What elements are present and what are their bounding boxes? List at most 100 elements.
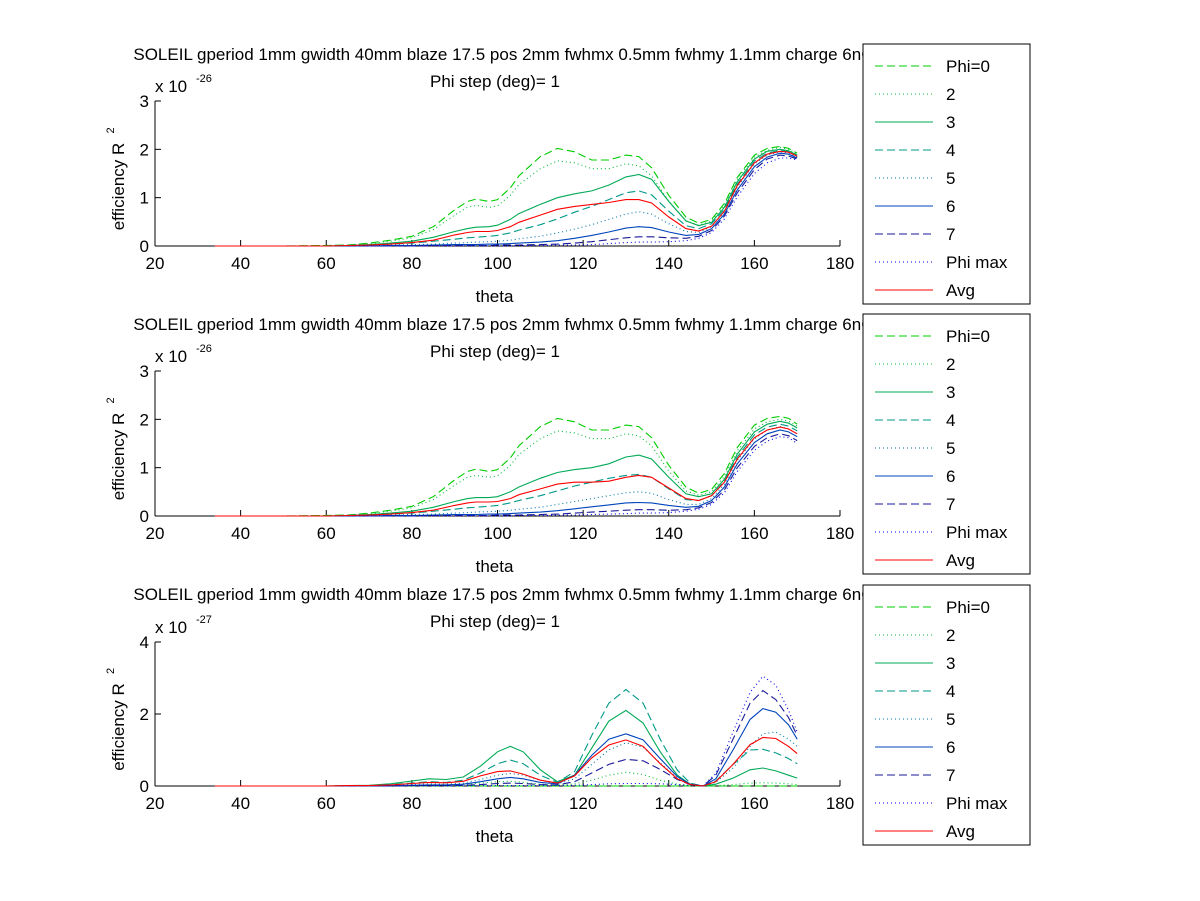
x-tick-label: 120 bbox=[569, 794, 597, 813]
x-tick-label: 20 bbox=[146, 524, 165, 543]
legend-label: Phi=0 bbox=[946, 598, 990, 617]
legend-label: 3 bbox=[946, 113, 955, 132]
y-multiplier: x 10 bbox=[155, 347, 187, 366]
series-line-1 bbox=[214, 415, 798, 517]
y-tick-label: 0 bbox=[140, 507, 149, 526]
legend-label: 4 bbox=[946, 682, 955, 701]
y-axis-label: efficiency R bbox=[109, 413, 128, 501]
x-tick-label: 160 bbox=[740, 524, 768, 543]
x-tick-label: 160 bbox=[740, 254, 768, 273]
legend-label: Phi max bbox=[946, 523, 1008, 542]
x-tick-label: 100 bbox=[483, 524, 511, 543]
y-tick-label: 1 bbox=[140, 459, 149, 478]
legend-label: 4 bbox=[946, 141, 955, 160]
series-line-9 bbox=[214, 426, 798, 517]
x-tick-label: 80 bbox=[402, 254, 421, 273]
x-tick-label: 80 bbox=[402, 794, 421, 813]
x-tick-label: 180 bbox=[826, 794, 854, 813]
chart-title: SOLEIL gperiod 1mm gwidth 40mm blaze 17.… bbox=[133, 315, 956, 334]
legend-label: 6 bbox=[946, 738, 955, 757]
y-tick-label: 2 bbox=[140, 705, 149, 724]
x-tick-label: 180 bbox=[826, 254, 854, 273]
y-tick-label: 2 bbox=[140, 140, 149, 159]
legend-label: Avg bbox=[946, 822, 975, 841]
chart-title: SOLEIL gperiod 1mm gwidth 40mm blaze 17.… bbox=[133, 45, 956, 64]
series-line-9 bbox=[214, 736, 798, 787]
chart-title: SOLEIL gperiod 1mm gwidth 40mm blaze 17.… bbox=[133, 585, 956, 604]
x-tick-label: 100 bbox=[483, 254, 511, 273]
y-tick-label: 3 bbox=[140, 362, 149, 381]
legend-box bbox=[862, 313, 1031, 575]
y-tick-label: 0 bbox=[140, 237, 149, 256]
y-exponent: -26 bbox=[196, 73, 212, 85]
x-tick-label: 40 bbox=[231, 794, 250, 813]
series-line-1 bbox=[214, 145, 798, 247]
series-line-3 bbox=[214, 420, 798, 517]
legend-label: 7 bbox=[946, 495, 955, 514]
y-axis-label-group: efficiency R 2 bbox=[105, 668, 128, 771]
legend-label: 2 bbox=[946, 355, 955, 374]
legend-label: Phi max bbox=[946, 253, 1008, 272]
legend-label: Phi max bbox=[946, 794, 1008, 813]
legend-label: Phi=0 bbox=[946, 327, 990, 346]
series-line-8 bbox=[214, 436, 798, 517]
chart-subtitle: Phi step (deg)= 1 bbox=[430, 612, 560, 631]
series-line-2 bbox=[214, 418, 798, 517]
y-axis-label-sup: 2 bbox=[105, 127, 117, 133]
y-multiplier: x 10 bbox=[155, 618, 187, 637]
x-tick-label: 60 bbox=[317, 794, 336, 813]
series-line-3 bbox=[214, 709, 798, 787]
legend-label: 4 bbox=[946, 411, 955, 430]
y-axis-label-group: efficiency R 2 bbox=[105, 127, 128, 230]
x-tick-label: 100 bbox=[483, 794, 511, 813]
series-line-3 bbox=[214, 148, 798, 247]
legend-label: 7 bbox=[946, 225, 955, 244]
y-tick-label: 4 bbox=[140, 633, 149, 652]
y-multiplier: x 10 bbox=[155, 77, 187, 96]
legend-label: 5 bbox=[946, 439, 955, 458]
x-tick-label: 160 bbox=[740, 794, 768, 813]
x-tick-label: 60 bbox=[317, 524, 336, 543]
x-tick-label: 140 bbox=[655, 254, 683, 273]
chart-subtitle: Phi step (deg)= 1 bbox=[430, 72, 560, 91]
x-tick-label: 120 bbox=[569, 254, 597, 273]
legend: Phi=0 2 3 4 5 6 7 Phi max Avg bbox=[862, 43, 1031, 305]
legend-label: Phi=0 bbox=[946, 57, 990, 76]
x-axis-label: theta bbox=[476, 557, 514, 576]
series-line-5 bbox=[214, 426, 798, 517]
y-tick-label: 2 bbox=[140, 410, 149, 429]
series-line-8 bbox=[214, 675, 798, 787]
panel-1: SOLEIL gperiod 1mm gwidth 40mm blaze 17.… bbox=[105, 43, 1031, 306]
y-axis-label: efficiency R bbox=[109, 683, 128, 771]
legend-label: Avg bbox=[946, 281, 975, 300]
chart-subtitle: Phi step (deg)= 1 bbox=[430, 342, 560, 361]
legend-label: 6 bbox=[946, 467, 955, 486]
legend-label: 6 bbox=[946, 197, 955, 216]
legend-label: 5 bbox=[946, 169, 955, 188]
y-axis-label: efficiency R bbox=[109, 143, 128, 231]
legend: Phi=0 2 3 4 5 6 7 Phi max Avg bbox=[862, 313, 1031, 575]
series-line-6 bbox=[214, 152, 798, 247]
x-tick-label: 40 bbox=[231, 524, 250, 543]
x-tick-label: 80 bbox=[402, 524, 421, 543]
panel-3: SOLEIL gperiod 1mm gwidth 40mm blaze 17.… bbox=[105, 584, 1031, 846]
x-tick-label: 120 bbox=[569, 524, 597, 543]
x-tick-label: 140 bbox=[655, 524, 683, 543]
legend-label: Avg bbox=[946, 551, 975, 570]
legend-label: 5 bbox=[946, 710, 955, 729]
y-exponent: -27 bbox=[196, 614, 212, 626]
x-tick-label: 180 bbox=[826, 524, 854, 543]
y-tick-label: 3 bbox=[140, 92, 149, 111]
legend: Phi=0 2 3 4 5 6 7 Phi max Avg bbox=[862, 584, 1031, 846]
series-line-9 bbox=[214, 150, 798, 247]
x-tick-label: 60 bbox=[317, 254, 336, 273]
y-axis-label-group: efficiency R 2 bbox=[105, 397, 128, 500]
legend-label: 7 bbox=[946, 766, 955, 785]
x-tick-label: 20 bbox=[146, 794, 165, 813]
y-axis-label-sup: 2 bbox=[105, 397, 117, 403]
series-line-4 bbox=[214, 423, 798, 517]
legend-box bbox=[862, 43, 1031, 305]
y-tick-label: 1 bbox=[140, 189, 149, 208]
series-line-7 bbox=[214, 689, 798, 787]
